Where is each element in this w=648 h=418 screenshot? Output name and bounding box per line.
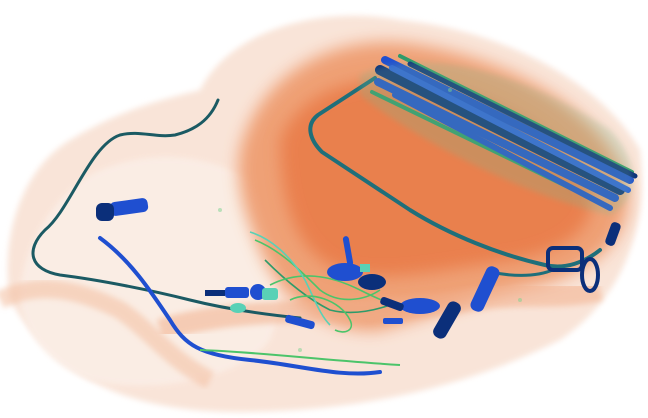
- cable-lower-green: [199, 349, 401, 366]
- metal-clips-cluster: [327, 236, 440, 324]
- rod-bundle-halo: [360, 62, 633, 215]
- speckles: [218, 88, 522, 352]
- small-plugs: [205, 284, 315, 330]
- zipper-pullers: [433, 222, 621, 339]
- handle-frame-wire: [308, 76, 602, 269]
- left-organic-streak: [0, 280, 215, 389]
- cable-left-loop: [31, 98, 302, 320]
- usb-plug: [96, 198, 149, 221]
